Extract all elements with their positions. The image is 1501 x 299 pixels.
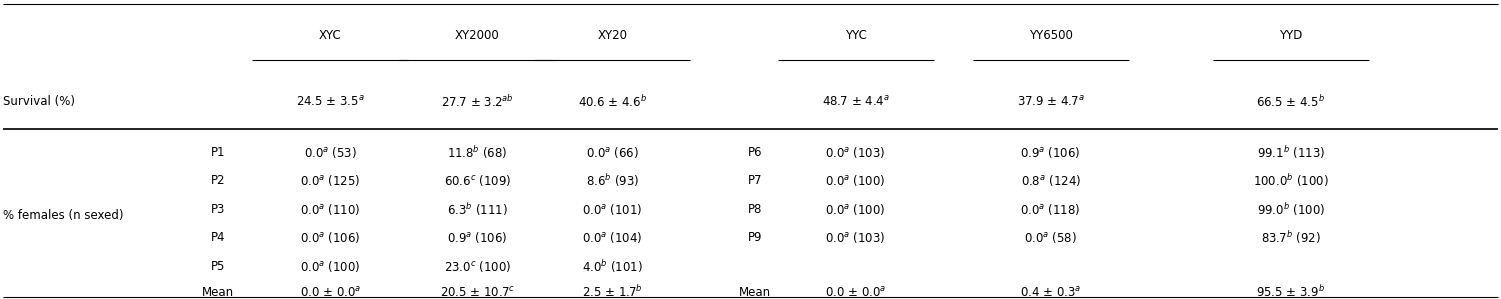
Text: 99.0$^{b}$ (100): 99.0$^{b}$ (100) bbox=[1256, 201, 1325, 218]
Text: 0.0$^{a}$ (118): 0.0$^{a}$ (118) bbox=[1021, 202, 1081, 217]
Text: 37.9 ± 4.7$^{a}$: 37.9 ± 4.7$^{a}$ bbox=[1016, 95, 1085, 109]
Text: XY2000: XY2000 bbox=[455, 29, 500, 42]
Text: P6: P6 bbox=[747, 146, 763, 159]
Text: YYC: YYC bbox=[845, 29, 866, 42]
Text: 100.0$^{b}$ (100): 100.0$^{b}$ (100) bbox=[1253, 173, 1328, 189]
Text: 0.0$^{a}$ (53): 0.0$^{a}$ (53) bbox=[303, 145, 357, 160]
Text: 83.7$^{b}$ (92): 83.7$^{b}$ (92) bbox=[1261, 229, 1321, 246]
Text: 11.8$^{b}$ (68): 11.8$^{b}$ (68) bbox=[447, 144, 507, 161]
Text: P2: P2 bbox=[210, 174, 225, 187]
Text: 0.8$^{a}$ (124): 0.8$^{a}$ (124) bbox=[1021, 173, 1081, 188]
Text: 95.5 ± 3.9$^{b}$: 95.5 ± 3.9$^{b}$ bbox=[1256, 284, 1325, 299]
Text: 0.0$^{a}$ (103): 0.0$^{a}$ (103) bbox=[826, 230, 886, 245]
Text: 60.6$^{c}$ (109): 60.6$^{c}$ (109) bbox=[444, 173, 510, 188]
Text: 0.0$^{a}$ (58): 0.0$^{a}$ (58) bbox=[1024, 230, 1078, 245]
Text: Survival (%): Survival (%) bbox=[3, 95, 75, 108]
Text: 4.0$^{b}$ (101): 4.0$^{b}$ (101) bbox=[582, 258, 642, 274]
Text: 66.5 ± 4.5$^{b}$: 66.5 ± 4.5$^{b}$ bbox=[1256, 94, 1325, 110]
Text: Mean: Mean bbox=[201, 286, 234, 299]
Text: 0.0$^{a}$ (100): 0.0$^{a}$ (100) bbox=[300, 259, 360, 274]
Text: 0.0$^{a}$ (125): 0.0$^{a}$ (125) bbox=[300, 173, 360, 188]
Text: P3: P3 bbox=[210, 203, 225, 216]
Text: P8: P8 bbox=[747, 203, 763, 216]
Text: 0.9$^{a}$ (106): 0.9$^{a}$ (106) bbox=[447, 230, 507, 245]
Text: 0.0$^{a}$ (101): 0.0$^{a}$ (101) bbox=[582, 202, 642, 217]
Text: 8.6$^{b}$ (93): 8.6$^{b}$ (93) bbox=[585, 173, 639, 189]
Text: P5: P5 bbox=[210, 260, 225, 273]
Text: Mean: Mean bbox=[738, 286, 772, 299]
Text: P4: P4 bbox=[210, 231, 225, 244]
Text: 48.7 ± 4.4$^{a}$: 48.7 ± 4.4$^{a}$ bbox=[821, 95, 890, 109]
Text: P9: P9 bbox=[747, 231, 763, 244]
Text: XY20: XY20 bbox=[597, 29, 627, 42]
Text: P7: P7 bbox=[747, 174, 763, 187]
Text: 0.0$^{a}$ (100): 0.0$^{a}$ (100) bbox=[826, 202, 886, 217]
Text: 99.1$^{b}$ (113): 99.1$^{b}$ (113) bbox=[1256, 144, 1325, 161]
Text: 0.0$^{a}$ (104): 0.0$^{a}$ (104) bbox=[582, 230, 642, 245]
Text: 0.0 ± 0.0$^{a}$: 0.0 ± 0.0$^{a}$ bbox=[826, 286, 886, 299]
Text: 0.9$^{a}$ (106): 0.9$^{a}$ (106) bbox=[1021, 145, 1081, 160]
Text: 27.7 ± 3.2$^{ab}$: 27.7 ± 3.2$^{ab}$ bbox=[441, 94, 513, 110]
Text: 23.0$^{c}$ (100): 23.0$^{c}$ (100) bbox=[444, 259, 510, 274]
Text: XYC: XYC bbox=[318, 29, 342, 42]
Text: 24.5 ± 3.5$^{a}$: 24.5 ± 3.5$^{a}$ bbox=[296, 95, 365, 109]
Text: % females (n sexed): % females (n sexed) bbox=[3, 209, 123, 222]
Text: 6.3$^{b}$ (111): 6.3$^{b}$ (111) bbox=[447, 201, 507, 218]
Text: YYD: YYD bbox=[1279, 29, 1303, 42]
Text: 0.0 ± 0.0$^{a}$: 0.0 ± 0.0$^{a}$ bbox=[300, 286, 360, 299]
Text: 20.5 ± 10.7$^{c}$: 20.5 ± 10.7$^{c}$ bbox=[440, 286, 515, 299]
Text: 0.0$^{a}$ (100): 0.0$^{a}$ (100) bbox=[826, 173, 886, 188]
Text: 0.0$^{a}$ (103): 0.0$^{a}$ (103) bbox=[826, 145, 886, 160]
Text: 0.0$^{a}$ (110): 0.0$^{a}$ (110) bbox=[300, 202, 360, 217]
Text: 0.0$^{a}$ (106): 0.0$^{a}$ (106) bbox=[300, 230, 360, 245]
Text: 0.4 ± 0.3$^{a}$: 0.4 ± 0.3$^{a}$ bbox=[1021, 286, 1081, 299]
Text: 40.6 ± 4.6$^{b}$: 40.6 ± 4.6$^{b}$ bbox=[578, 94, 647, 110]
Text: 2.5 ± 1.7$^{b}$: 2.5 ± 1.7$^{b}$ bbox=[582, 284, 642, 299]
Text: P1: P1 bbox=[210, 146, 225, 159]
Text: 0.0$^{a}$ (66): 0.0$^{a}$ (66) bbox=[585, 145, 639, 160]
Text: YY6500: YY6500 bbox=[1028, 29, 1073, 42]
